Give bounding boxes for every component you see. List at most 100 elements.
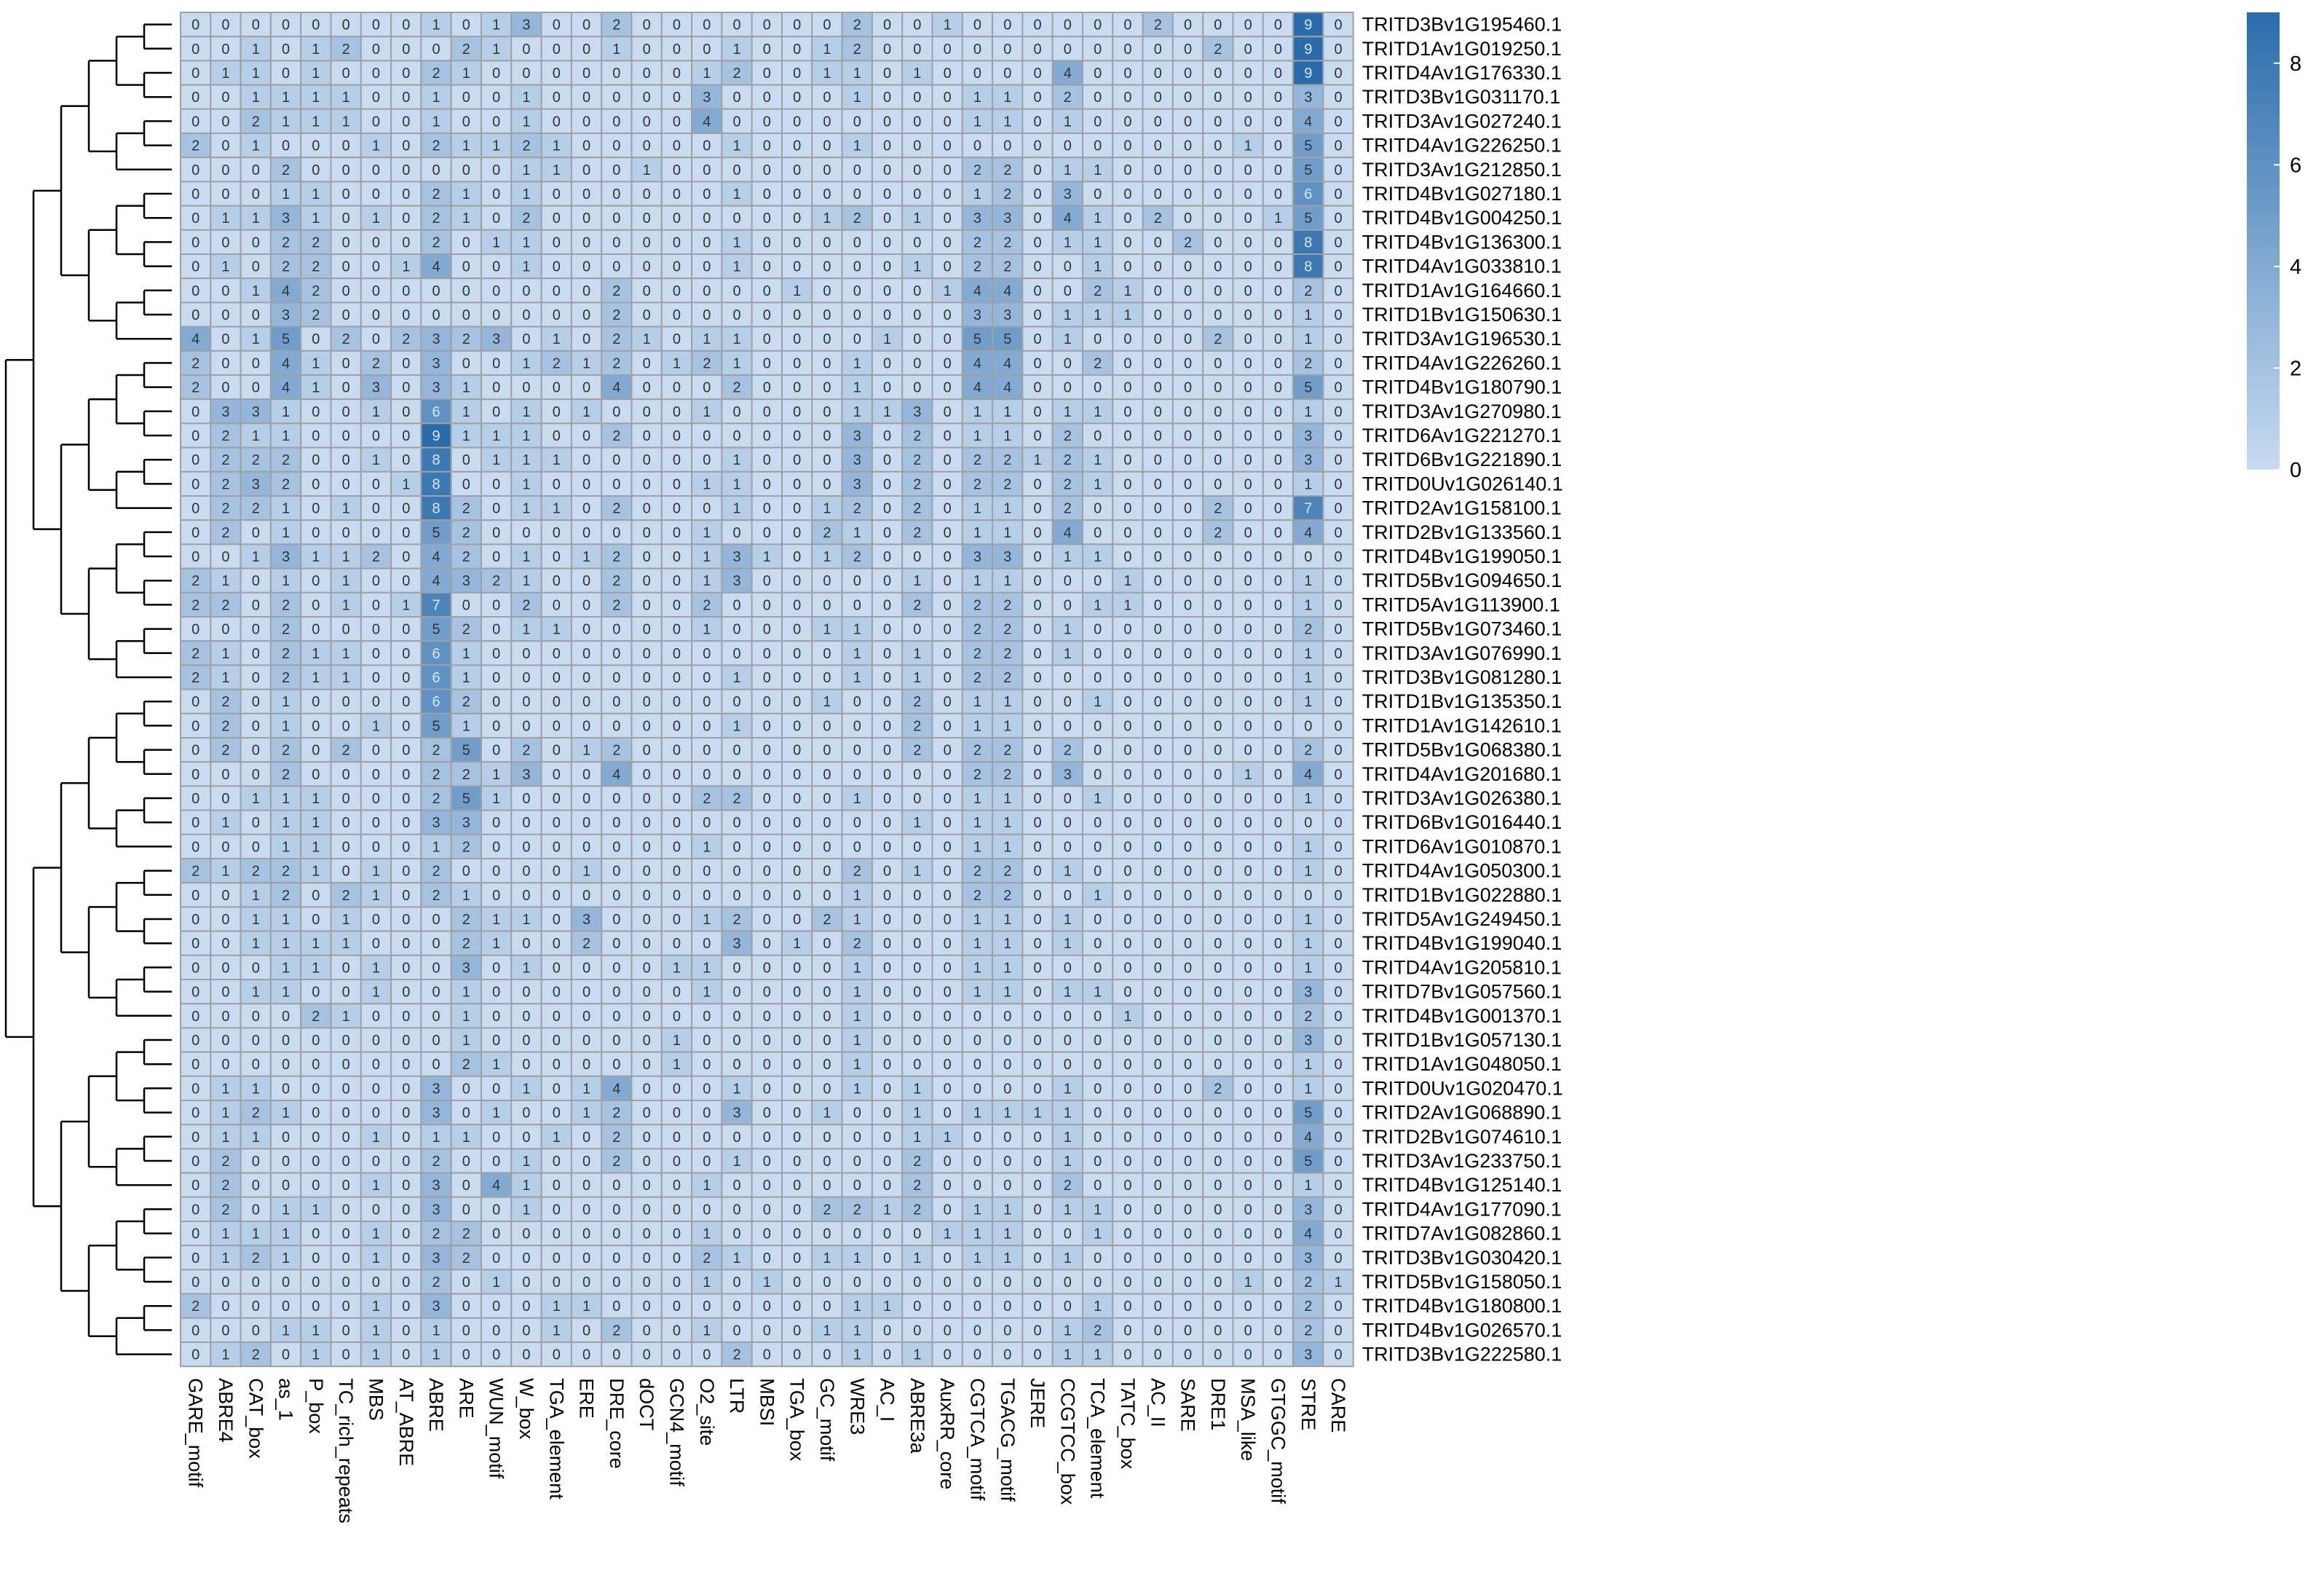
cell-value-label: 0 bbox=[1033, 815, 1041, 831]
cell-value-label: 1 bbox=[282, 815, 290, 831]
cell-value-label: 0 bbox=[673, 888, 681, 904]
cell-value-label: 1 bbox=[853, 670, 861, 686]
cell-value-label: 6 bbox=[432, 646, 440, 662]
cell-value-label: 0 bbox=[1334, 1081, 1342, 1097]
cell-value-label: 1 bbox=[763, 549, 771, 565]
cell-value-label: 0 bbox=[1214, 718, 1222, 734]
cell-value-label: 0 bbox=[1334, 17, 1342, 34]
cell-value-label: 0 bbox=[432, 960, 440, 976]
cell-value-label: 2 bbox=[312, 1009, 320, 1025]
cell-value-label: 2 bbox=[973, 670, 981, 686]
cell-value-label: 0 bbox=[673, 17, 681, 34]
cell-value-label: 1 bbox=[913, 1347, 921, 1363]
cell-value-label: 0 bbox=[883, 549, 891, 565]
cell-value-label: 0 bbox=[703, 17, 711, 34]
cell-value-label: 0 bbox=[763, 380, 771, 396]
cell-value-label: 0 bbox=[1184, 452, 1192, 468]
cell-value-label: 0 bbox=[582, 839, 590, 855]
cell-value-label: 0 bbox=[1334, 428, 1342, 444]
row-label: TRITD4Av1G177090.1 bbox=[1362, 1198, 1562, 1220]
cell-value-label: 0 bbox=[732, 597, 740, 613]
cell-value-label: 0 bbox=[1274, 428, 1282, 444]
cell-value-label: 1 bbox=[492, 1274, 500, 1291]
row-label: TRITD4Bv1G001370.1 bbox=[1362, 1005, 1562, 1027]
cell-value-label: 1 bbox=[1304, 307, 1312, 323]
cell-value-label: 0 bbox=[1184, 1226, 1192, 1242]
cell-value-label: 4 bbox=[1003, 283, 1011, 299]
cell-value-label: 0 bbox=[1184, 1274, 1192, 1291]
cell-value-label: 0 bbox=[643, 1106, 651, 1122]
cell-value-label: 0 bbox=[372, 476, 380, 492]
cell-value-label: 2 bbox=[612, 1154, 620, 1170]
cell-value-label: 0 bbox=[402, 42, 410, 58]
cell-value-label: 1 bbox=[252, 66, 260, 82]
cell-value-label: 0 bbox=[1094, 428, 1102, 444]
cell-value-label: 2 bbox=[462, 42, 470, 58]
cell-value-label: 0 bbox=[1274, 670, 1282, 686]
cell-value-label: 0 bbox=[913, 90, 921, 106]
cell-value-label: 0 bbox=[673, 1226, 681, 1242]
cell-value-label: 0 bbox=[612, 1202, 620, 1218]
cell-value-label: 1 bbox=[522, 1154, 530, 1170]
heatmap-cell bbox=[841, 229, 873, 255]
row-labels: TRITD3Bv1G195460.1TRITD1Av1G019250.1TRIT… bbox=[1362, 14, 1563, 1366]
cell-value-label: 1 bbox=[342, 573, 350, 589]
column-label: GC_motif bbox=[816, 1378, 838, 1462]
cell-value-label: 0 bbox=[252, 380, 260, 396]
row-label: TRITD4Bv1G125140.1 bbox=[1362, 1174, 1562, 1196]
cell-value-label: 1 bbox=[1304, 404, 1312, 420]
cell-value-label: 0 bbox=[342, 1299, 350, 1315]
heatmap-cell bbox=[931, 36, 963, 62]
row-label: TRITD1Bv1G150630.1 bbox=[1362, 304, 1562, 326]
cell-value-label: 0 bbox=[1094, 17, 1102, 34]
cell-value-label: 4 bbox=[191, 331, 199, 347]
cell-value-label: 0 bbox=[492, 355, 500, 371]
cell-value-label: 0 bbox=[612, 66, 620, 82]
cell-value-label: 0 bbox=[191, 501, 199, 517]
cell-value-label: 0 bbox=[913, 1226, 921, 1242]
cell-value-label: 0 bbox=[1184, 428, 1192, 444]
cell-value-label: 1 bbox=[973, 936, 981, 952]
cell-value-label: 0 bbox=[1214, 1250, 1222, 1266]
cell-value-label: 0 bbox=[372, 428, 380, 444]
cell-value-label: 1 bbox=[252, 90, 260, 106]
heatmap-cell bbox=[390, 181, 422, 207]
cell-value-label: 1 bbox=[793, 283, 801, 299]
cell-value-label: 0 bbox=[1123, 791, 1131, 807]
cell-value-label: 0 bbox=[612, 864, 620, 880]
cell-value-label: 0 bbox=[673, 1178, 681, 1194]
cell-value-label: 0 bbox=[913, 622, 921, 638]
cell-value-label: 0 bbox=[1033, 42, 1041, 58]
heatmap-cell bbox=[1142, 133, 1174, 159]
cell-value-label: 5 bbox=[1304, 1154, 1312, 1170]
cell-value-label: 2 bbox=[973, 259, 981, 275]
cell-value-label: 0 bbox=[342, 476, 350, 492]
cell-value-label: 0 bbox=[1123, 17, 1131, 34]
cell-value-label: 2 bbox=[913, 428, 921, 444]
cell-value-label: 0 bbox=[1214, 307, 1222, 323]
cell-value-label: 0 bbox=[1274, 259, 1282, 275]
cell-value-label: 0 bbox=[1244, 1299, 1252, 1315]
cell-value-label: 0 bbox=[973, 42, 981, 58]
cell-value-label: 0 bbox=[582, 162, 590, 178]
cell-value-label: 1 bbox=[432, 1347, 440, 1363]
cell-value-label: 0 bbox=[1123, 936, 1131, 952]
cell-value-label: 0 bbox=[612, 90, 620, 106]
cell-value-label: 0 bbox=[643, 307, 651, 323]
cell-value-label: 1 bbox=[582, 1081, 590, 1097]
heatmap-cell bbox=[1202, 157, 1234, 183]
cell-value-label: 0 bbox=[973, 1081, 981, 1097]
cell-value-label: 0 bbox=[1274, 646, 1282, 662]
cell-value-label: 0 bbox=[553, 235, 561, 251]
cell-value-label: 0 bbox=[643, 960, 651, 976]
cell-value-label: 1 bbox=[312, 380, 320, 396]
cell-value-label: 0 bbox=[312, 1154, 320, 1170]
cell-value-label: 0 bbox=[1274, 162, 1282, 178]
cell-value-label: 0 bbox=[823, 839, 831, 855]
cell-value-label: 1 bbox=[1094, 235, 1102, 251]
cell-value-label: 2 bbox=[372, 549, 380, 565]
cell-value-label: 1 bbox=[372, 1226, 380, 1242]
cell-value-label: 0 bbox=[1094, 960, 1102, 976]
cell-value-label: 0 bbox=[673, 646, 681, 662]
cell-value-label: 0 bbox=[282, 1178, 290, 1194]
